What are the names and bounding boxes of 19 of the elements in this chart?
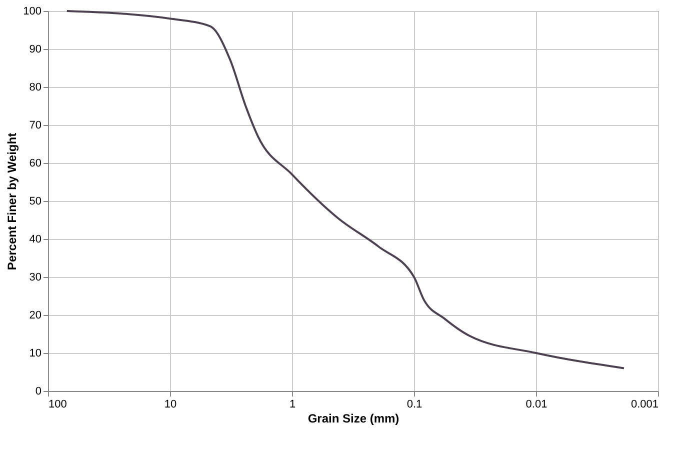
x-tick-label: 0.001 (630, 398, 658, 410)
y-tick-label: 0 (35, 386, 42, 398)
y-tick-label: 20 (29, 310, 42, 322)
y-tick-label: 100 (23, 6, 42, 18)
y-tick-label: 10 (29, 348, 42, 360)
y-tick-label: 90 (29, 44, 42, 56)
y-tick-label: 50 (29, 196, 42, 208)
x-tick-label: 0.01 (526, 398, 548, 410)
x-tick-label: 10 (164, 398, 177, 410)
x-axis-title: Grain Size (mm) (308, 412, 400, 426)
y-tick-label: 60 (29, 158, 42, 170)
x-tick-label: 1 (289, 398, 296, 410)
y-tick-label: 30 (29, 272, 42, 284)
y-axis-title: Percent Finer by Weight (5, 132, 20, 270)
x-tick-label: 0.1 (406, 398, 422, 410)
y-tick-label: 80 (29, 82, 42, 94)
y-tick-label: 70 (29, 120, 42, 132)
y-tick-label: 40 (29, 234, 42, 246)
x-tick-label: 100 (48, 398, 67, 410)
